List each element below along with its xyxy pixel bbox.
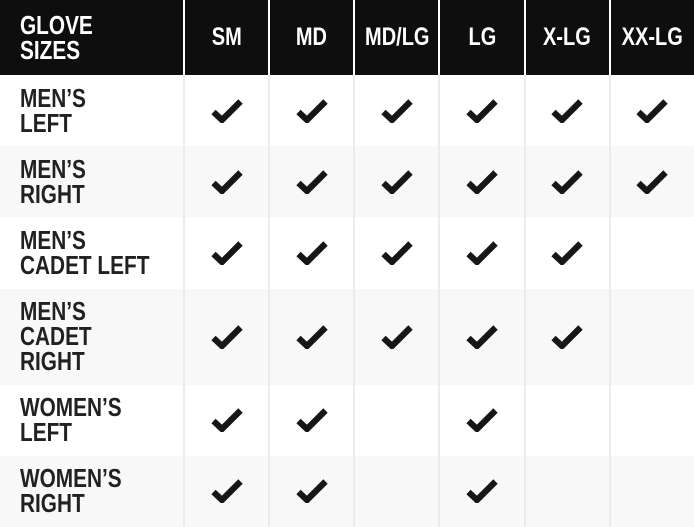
size-cell-lg [438, 384, 523, 456]
size-cell-sm [183, 384, 268, 456]
size-cell-md-lg [353, 217, 438, 289]
column-header-label: LG [468, 23, 496, 51]
column-header-sm: SM [183, 0, 268, 75]
column-header-label: XX-LG [621, 23, 683, 51]
size-cell-xx-lg [608, 217, 694, 289]
row-label-cell: MEN’S CADET LEFT [0, 217, 183, 288]
checkmark-icon [381, 170, 413, 194]
size-cell-md-lg [353, 288, 438, 385]
size-cell-xx-lg [608, 288, 694, 385]
row-label: WOMEN’S LEFT [20, 392, 122, 448]
checkmark-icon [296, 324, 328, 349]
checkmark-icon [296, 408, 328, 433]
size-cell-md [268, 288, 353, 385]
table-row-men-s-cadet-left: MEN’S CADET LEFT [0, 217, 694, 289]
size-cell-x-lg [523, 217, 609, 289]
size-cell-md-lg [353, 75, 438, 147]
table-header-row: GLOVE SIZES SM MD MD/LG LG X-LG XX-LG [0, 0, 694, 75]
table-row-men-s-right: MEN’S RIGHT [0, 146, 694, 218]
row-label: WOMEN’S RIGHT [20, 463, 122, 519]
size-cell-x-lg [523, 455, 609, 527]
row-label: MEN’S LEFT [20, 82, 86, 138]
checkmark-icon [466, 324, 498, 349]
checkmark-icon [551, 170, 583, 194]
size-cell-sm [183, 288, 268, 385]
checkmark-icon [210, 98, 243, 123]
size-cell-md [268, 455, 353, 527]
size-cell-lg [438, 75, 523, 147]
size-cell-md-lg [353, 146, 438, 218]
row-label: MEN’S RIGHT [20, 153, 86, 209]
size-cell-x-lg [523, 146, 609, 218]
checkmark-icon [551, 98, 583, 123]
column-header-md-lg: MD/LG [353, 0, 438, 75]
size-cell-sm [183, 455, 268, 527]
checkmark-icon [296, 241, 328, 265]
size-cell-md-lg [353, 384, 438, 456]
row-label-cell: WOMEN’S LEFT [0, 385, 183, 456]
row-label: MEN’S CADET LEFT [20, 224, 150, 280]
checkmark-icon [210, 479, 243, 504]
column-header-x-lg: X-LG [523, 0, 609, 75]
column-header-xx-lg: XX-LG [608, 0, 694, 75]
size-cell-xx-lg [608, 75, 694, 147]
row-label-cell: MEN’S RIGHT [0, 146, 183, 217]
size-cell-xx-lg [608, 455, 694, 527]
column-header-label: X-LG [543, 23, 592, 51]
size-cell-md [268, 146, 353, 218]
table-row-men-s-left: MEN’S LEFT [0, 75, 694, 147]
checkmark-icon [551, 324, 583, 349]
checkmark-icon [466, 98, 498, 123]
row-label-cell: WOMEN’S RIGHT [0, 456, 183, 527]
size-cell-sm [183, 75, 268, 147]
size-cell-sm [183, 217, 268, 289]
size-cell-xx-lg [608, 384, 694, 456]
checkmark-icon [551, 241, 583, 265]
checkmark-icon [381, 241, 413, 265]
row-label: MEN’S CADET RIGHT [20, 296, 92, 377]
checkmark-icon [636, 98, 669, 123]
size-cell-x-lg [523, 384, 609, 456]
checkmark-icon [210, 170, 243, 194]
table-title: GLOVE SIZES [20, 9, 93, 65]
size-cell-x-lg [523, 288, 609, 385]
size-cell-lg [438, 146, 523, 218]
row-label-cell: MEN’S LEFT [0, 75, 183, 146]
table-row-women-s-right: WOMEN’S RIGHT [0, 455, 694, 527]
checkmark-icon [466, 241, 498, 265]
table-title-cell: GLOVE SIZES [0, 0, 183, 75]
checkmark-icon [381, 98, 413, 123]
size-cell-md-lg [353, 455, 438, 527]
size-cell-md [268, 75, 353, 147]
table-row-men-s-cadet-right: MEN’S CADET RIGHT [0, 288, 694, 385]
checkmark-icon [210, 324, 243, 349]
size-cell-xx-lg [608, 146, 694, 218]
size-cell-sm [183, 146, 268, 218]
column-header-label: SM [211, 23, 242, 51]
checkmark-icon [296, 479, 328, 504]
row-label-cell: MEN’S CADET RIGHT [0, 289, 183, 385]
size-cell-md [268, 217, 353, 289]
size-cell-md [268, 384, 353, 456]
checkmark-icon [381, 324, 413, 349]
column-header-md: MD [268, 0, 353, 75]
checkmark-icon [466, 479, 498, 504]
checkmark-icon [466, 170, 498, 194]
size-cell-lg [438, 217, 523, 289]
column-header-label: MD/LG [364, 23, 430, 51]
checkmark-icon [466, 408, 498, 433]
checkmark-icon [296, 98, 328, 123]
column-header-label: MD [296, 23, 328, 51]
checkmark-icon [210, 408, 243, 433]
column-header-lg: LG [438, 0, 523, 75]
size-cell-lg [438, 288, 523, 385]
checkmark-icon [296, 170, 328, 194]
checkmark-icon [210, 241, 243, 265]
checkmark-icon [636, 170, 669, 194]
size-cell-x-lg [523, 75, 609, 147]
size-cell-lg [438, 455, 523, 527]
table-row-women-s-left: WOMEN’S LEFT [0, 384, 694, 456]
